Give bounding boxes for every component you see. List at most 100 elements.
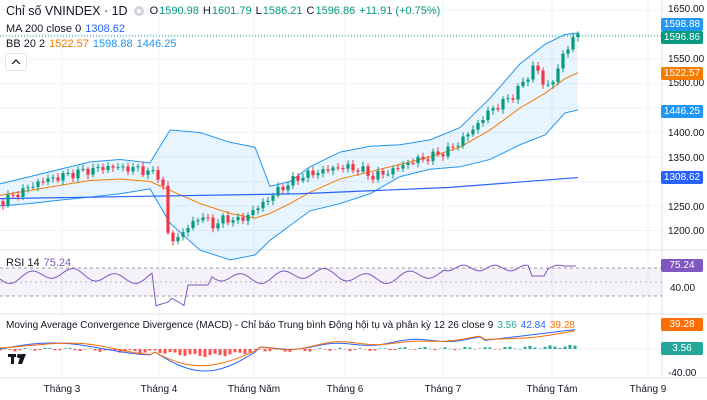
candle-body [541, 70, 545, 85]
candle-body [566, 49, 570, 54]
last-price-tag: 1596.86 [661, 31, 703, 44]
candle-body [16, 194, 20, 198]
macd-hist-bar [238, 349, 242, 353]
macd-hist-bar [23, 348, 27, 349]
candle-body [321, 169, 325, 174]
candle-body [301, 177, 305, 181]
candle-body [466, 134, 470, 137]
macd-hist-bar [118, 349, 122, 353]
macd-hist-bar [468, 347, 472, 349]
candle-body [366, 166, 370, 176]
macd-hist-bar [143, 349, 147, 353]
candle-body [251, 210, 255, 216]
candle-body [361, 166, 365, 172]
macd-hist-bar [483, 347, 487, 349]
open-label: O [149, 5, 159, 17]
macd-hist-bar [63, 348, 67, 349]
legend-ma[interactable]: MA 200 close 0 1308.62 [6, 23, 125, 35]
macd-hist-bar [28, 348, 32, 350]
rsi-line [0, 264, 576, 307]
tradingview-logo-icon[interactable] [8, 352, 30, 366]
macd-hist-bar [103, 349, 107, 351]
candle-body [521, 81, 525, 87]
candle-body [76, 169, 80, 179]
candle-body [571, 37, 575, 50]
macd-hist-bar [58, 349, 62, 351]
macd-hist-bar [383, 348, 387, 349]
close-value: 1596.86 [315, 5, 356, 17]
candle-body [41, 181, 45, 183]
collapse-legend-button[interactable] [5, 53, 27, 71]
macd-hist-bar [553, 346, 557, 349]
low-value: 1586.21 [262, 5, 303, 17]
candle-body [496, 108, 500, 110]
macd-hist-bar [203, 349, 207, 357]
macd-hist-bar [508, 346, 512, 349]
macd-line [0, 329, 576, 372]
candle-body [511, 98, 515, 100]
macd-hist-bar [323, 349, 327, 350]
macd-hist-bar [313, 349, 317, 350]
macd-hist-bar [308, 349, 312, 352]
legend-bb[interactable]: BB 20 2 1522.57 1598.88 1446.25 [6, 38, 176, 50]
macd-hist-bar [413, 349, 417, 350]
legend-macd[interactable]: Moving Average Convergence Divergence (M… [6, 320, 575, 331]
macd-hist-bar [358, 348, 362, 349]
macd-hist-bar [353, 349, 357, 350]
candle-body [371, 175, 375, 180]
macd-hist-value: 3.56 [497, 320, 517, 331]
macd-hist-bar [453, 349, 457, 351]
candle-body [96, 167, 100, 169]
candle-body [216, 223, 220, 229]
candle-body [66, 173, 70, 175]
candle-body [101, 167, 105, 171]
candle-body [261, 201, 265, 209]
open-value: 1590.98 [159, 5, 199, 17]
macd-hist-bar [253, 349, 257, 350]
candle-body [421, 156, 425, 160]
candle-body [61, 173, 65, 181]
ma-line [0, 176, 579, 200]
symbol-title[interactable]: Chỉ số VNINDEX · 1D [6, 4, 128, 18]
bb-basis-line [0, 72, 579, 219]
macd-signal-line [0, 330, 576, 367]
legend-rsi[interactable]: RSI 14 75.24 [6, 257, 71, 269]
candle-body [531, 65, 535, 80]
price-tick: 1350.00 [668, 153, 705, 164]
candle-body [146, 170, 150, 175]
candle-body [136, 166, 140, 168]
candle-body [516, 86, 520, 100]
time-label: Tháng 6 [326, 384, 364, 395]
macd-hist-bar [548, 345, 552, 349]
candle-body [121, 166, 125, 168]
macd-hist-bar [473, 349, 477, 350]
macd-hist-bar [433, 349, 437, 351]
bb-fill [0, 33, 578, 260]
macd-hist-bar [538, 348, 542, 350]
macd-hist-bar [43, 347, 47, 349]
candle-body [306, 170, 310, 178]
bb-upper-line [0, 32, 579, 187]
macd-hist-bar [138, 349, 142, 354]
macd-hist-bar [223, 349, 227, 357]
candle-body [426, 159, 430, 161]
candle-body [246, 215, 250, 221]
rsi-value: 75.24 [43, 257, 72, 269]
macd-hist-bar [438, 348, 442, 350]
macd-hist-bar [373, 349, 377, 351]
bb-label: BB 20 2 [6, 38, 46, 50]
candle-body [266, 200, 270, 202]
candle-body [401, 164, 405, 169]
candle-body [276, 186, 280, 196]
candle-body [476, 123, 480, 130]
macd-hist-bar [398, 347, 402, 349]
macd-hist-bar [208, 349, 212, 356]
price-tick: 1500.00 [668, 78, 705, 89]
gear-icon[interactable] [132, 4, 146, 18]
macd-hist-bar [158, 349, 162, 354]
macd-hist-bar [128, 349, 132, 350]
candle-body [446, 146, 450, 157]
candle-body [226, 215, 230, 223]
